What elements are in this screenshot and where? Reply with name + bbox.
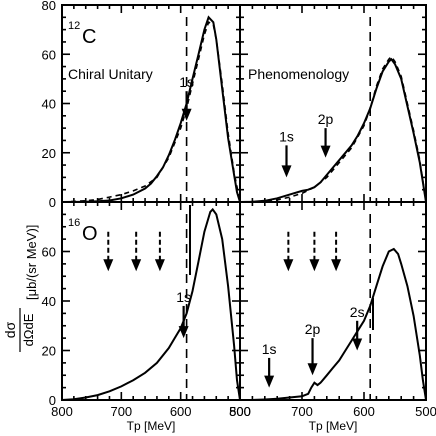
- arrow-head: [352, 338, 363, 351]
- arrow-head: [154, 259, 165, 272]
- annotation-arrow: [103, 231, 114, 272]
- arrow-head: [283, 259, 294, 272]
- nucleus-element: O: [82, 223, 98, 245]
- panel-top-right: [239, 4, 427, 203]
- y-axis-fraction: dσ dΩdE: [2, 308, 36, 352]
- y-tick-label: 20: [42, 146, 56, 161]
- x-tick-label: 800: [229, 404, 251, 419]
- annotation-arrow: [178, 305, 189, 339]
- y-tick-label: 40: [42, 294, 56, 309]
- plots: 0 20 40 60 80 1s Chiral Unitary 12 C 1s 2p Phenomen…: [42, 0, 436, 433]
- annotation-arrow: [307, 338, 318, 376]
- y-label-denominator: dΩdE: [21, 313, 36, 346]
- y-tick-label: 60: [42, 245, 56, 260]
- panel-frame: [239, 201, 427, 401]
- y-tick-label: 0: [49, 393, 56, 408]
- arrow-head: [181, 108, 192, 121]
- x-tick-label: 600: [353, 404, 375, 419]
- annotation-arrow: [181, 91, 192, 121]
- arrow-label: 2p: [318, 111, 334, 127]
- arrow-head: [320, 145, 331, 158]
- annotation-arrow: [154, 231, 165, 272]
- x-tick-label: 500: [415, 404, 436, 419]
- arrow-head: [281, 165, 292, 178]
- panel-title: Chiral Unitary: [68, 66, 153, 82]
- arrow-head: [309, 259, 320, 272]
- annotation-arrow: [264, 357, 275, 388]
- annotation-arrow: [283, 231, 294, 272]
- arrow-head: [331, 259, 342, 272]
- annotation-arrow: [331, 231, 342, 272]
- arrow-head: [131, 259, 142, 272]
- nucleus-mass-number: 12: [68, 20, 80, 32]
- dashed-curve: [61, 21, 241, 203]
- x-tick-label: 700: [110, 404, 132, 419]
- panel-bottom-right: [239, 201, 427, 401]
- x-tick-label: 700: [291, 404, 313, 419]
- x-tick-label: 500: [229, 404, 251, 419]
- annotation-arrow: [320, 128, 331, 158]
- x-tick-label: 800: [51, 404, 73, 419]
- arrow-label: 2p: [305, 321, 321, 337]
- arrow-label: 1s: [179, 74, 194, 90]
- panel-title: Phenomenology: [248, 66, 349, 82]
- y-tick-label: 0: [49, 195, 56, 210]
- x-axis-label: Tp [MeV]: [127, 419, 176, 433]
- y-tick-label: 20: [42, 344, 56, 359]
- y-label-unit: [μb/(sr MeV)]: [24, 225, 39, 300]
- annotation-arrow: [281, 145, 292, 178]
- panel-bottom-left: [61, 201, 241, 401]
- panel-frame: [239, 4, 427, 203]
- annotation-arrow: [352, 320, 363, 351]
- x-tick-label: 600: [170, 404, 192, 419]
- annotation-arrow: [309, 231, 320, 272]
- arrow-head: [103, 259, 114, 272]
- arrow-label: 1s: [176, 289, 191, 305]
- y-tick-label: 40: [42, 97, 56, 112]
- y-label-numerator: dσ: [2, 321, 18, 338]
- solid-curve: [240, 247, 427, 401]
- x-axis-label: Tp [MeV]: [309, 419, 358, 433]
- arrow-label: 1s: [262, 341, 277, 357]
- nucleus-mass-number: 16: [68, 217, 80, 229]
- arrow-head: [307, 363, 318, 376]
- y-tick-label: 60: [42, 47, 56, 62]
- arrow-head: [178, 326, 189, 339]
- nucleus-element: C: [82, 26, 96, 48]
- annotation-arrow: [131, 231, 142, 272]
- arrow-label: 1s: [279, 128, 294, 144]
- arrow-head: [264, 375, 275, 388]
- solid-curve: [239, 57, 427, 203]
- dashed-curve: [239, 55, 427, 203]
- y-axis-label: [μb/(sr MeV)]: [24, 225, 39, 300]
- y-tick-label: 80: [42, 0, 56, 13]
- arrow-label: 2s: [350, 304, 365, 320]
